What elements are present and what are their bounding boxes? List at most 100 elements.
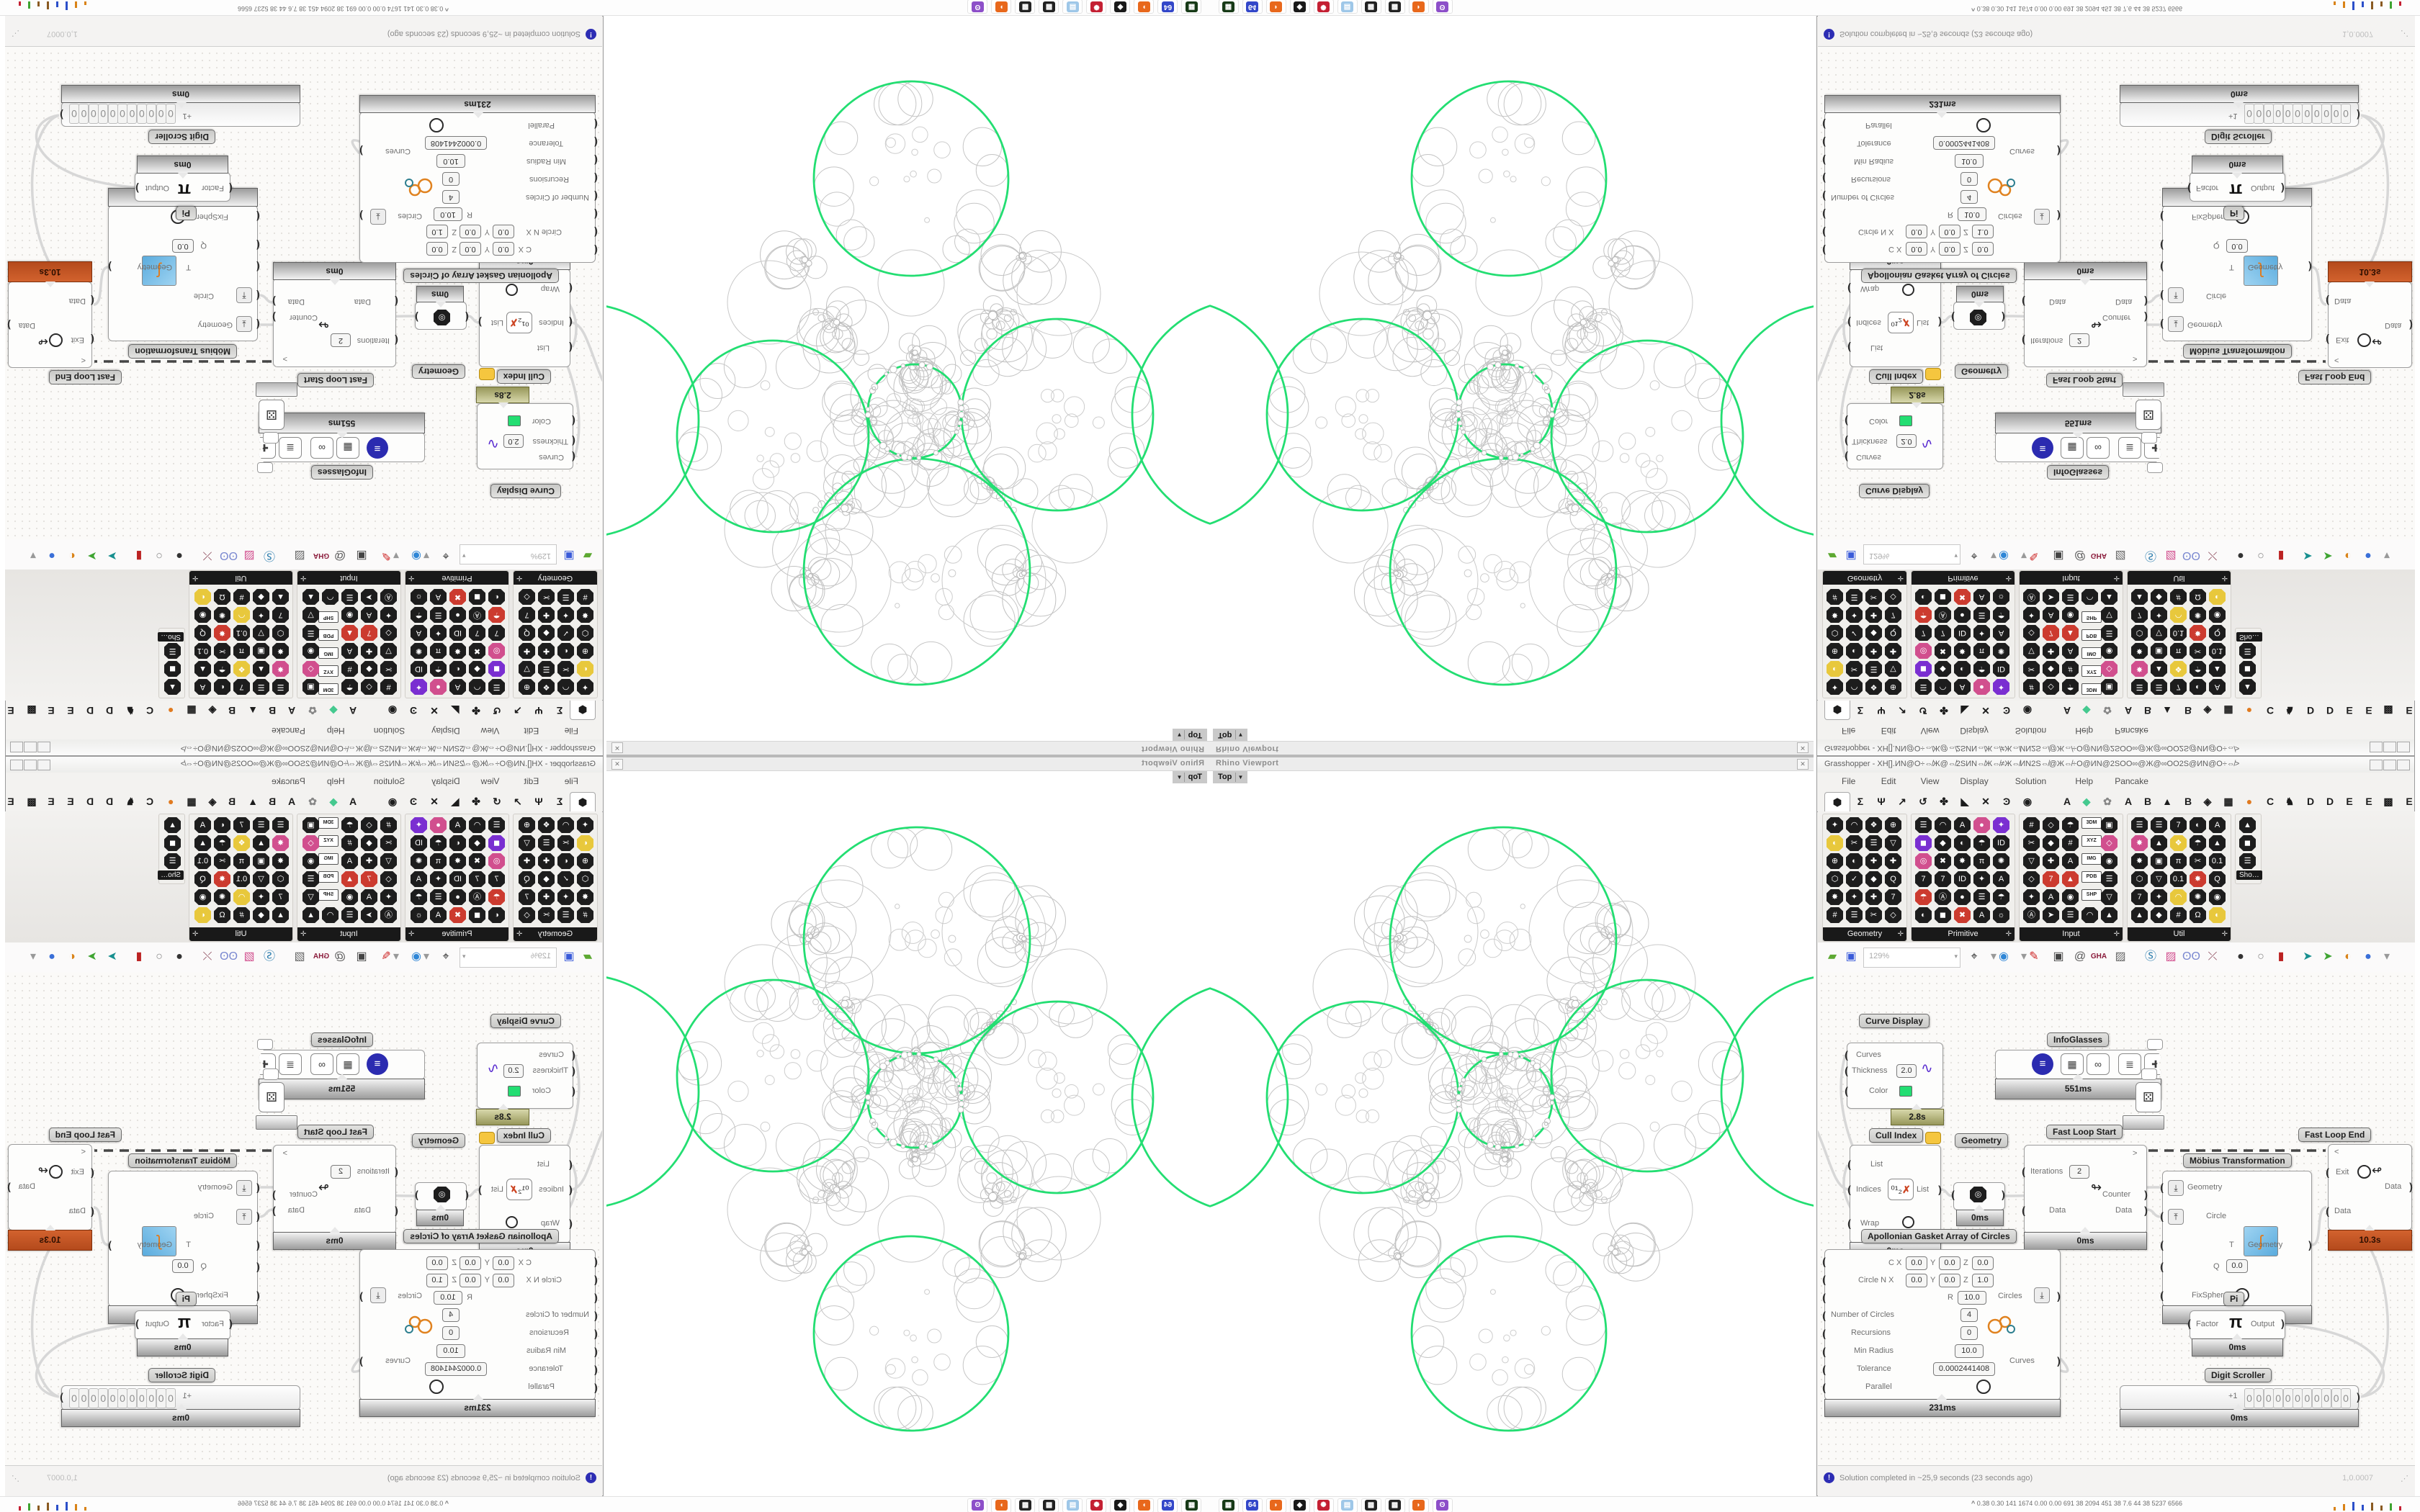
component-icon[interactable]: ✖: [1954, 907, 1971, 923]
component-icon[interactable]: ✚: [1865, 607, 1882, 623]
toolbar-icon-4[interactable]: ◉: [1999, 950, 2009, 963]
component-icon[interactable]: ☰: [1846, 589, 1863, 605]
toolbar-icon-17[interactable]: ▮: [2277, 950, 2285, 963]
output-grip[interactable]: ): [2056, 1355, 2063, 1368]
toolbar-icon-7[interactable]: ▣: [356, 950, 367, 963]
toolbar-icon-17[interactable]: ▮: [2277, 549, 2285, 562]
digit-4[interactable]: 0: [2282, 104, 2293, 124]
component-icon[interactable]: 0.1: [2170, 871, 2187, 887]
color-swatch[interactable]: [508, 415, 521, 426]
close-button[interactable]: [2397, 760, 2410, 770]
component-icon[interactable]: 7: [488, 871, 505, 887]
digit-4[interactable]: 0: [127, 1388, 138, 1408]
toolbar-icon-1[interactable]: ▣: [1845, 950, 1857, 963]
ribbon-tab-18[interactable]: ▦: [187, 796, 197, 807]
output-grip[interactable]: ): [413, 310, 420, 323]
ribbon-tab-26[interactable]: ▩: [27, 796, 37, 807]
ribbon-tab-7[interactable]: ✕: [430, 796, 439, 807]
maximize-button[interactable]: [2383, 742, 2396, 752]
fast-loop-end-component[interactable]: <(Exit ↫ Data)(Data: [6, 1144, 96, 1230]
input-grip[interactable]: (: [1846, 1158, 1853, 1171]
component-icon[interactable]: ◇: [361, 679, 377, 695]
component-icon[interactable]: ☂: [430, 835, 447, 851]
component-icon[interactable]: ◠: [469, 817, 485, 833]
component-icon[interactable]: ❖: [1865, 817, 1882, 833]
component-icon[interactable]: ◇: [2023, 871, 2040, 887]
component-icon[interactable]: 7: [2170, 679, 2187, 695]
ribbon-tab-12[interactable]: ✿: [2103, 705, 2112, 716]
component-icon[interactable]: ◆: [538, 871, 555, 887]
value-box[interactable]: 0.0: [493, 1274, 514, 1287]
input-grip[interactable]: (: [254, 1210, 261, 1223]
component-icon[interactable]: ☰: [1846, 907, 1863, 923]
resize-grip[interactable]: ⋰: [2401, 1475, 2409, 1483]
digit-4[interactable]: 0: [2282, 1388, 2293, 1408]
output-grip[interactable]: ): [2408, 1181, 2415, 1194]
input-grip[interactable]: (: [1843, 450, 1850, 463]
component-icon[interactable]: ☼: [1993, 907, 2009, 923]
component-icon[interactable]: ▽: [302, 607, 319, 623]
input-grip[interactable]: (: [570, 1085, 577, 1098]
component-icon[interactable]: ✦: [2023, 889, 2040, 905]
ribbon-tab-10[interactable]: A: [349, 705, 357, 716]
component-icon[interactable]: 0.1: [2170, 625, 2187, 641]
taskbar-app-firefox[interactable]: ◗: [1134, 1498, 1154, 1512]
toolbar-icon-10[interactable]: ▨: [2115, 549, 2126, 562]
ribbon-tab-11[interactable]: ◆: [2082, 705, 2091, 716]
toolbar-icon-0[interactable]: ▰: [583, 549, 593, 562]
component-icon[interactable]: Q: [194, 625, 211, 641]
value-box[interactable]: 0.0: [460, 225, 481, 238]
component-icon[interactable]: ☂: [2190, 661, 2206, 677]
input-grip[interactable]: (: [592, 189, 599, 202]
component-icon[interactable]: 7: [2043, 625, 2059, 641]
taskbar-app-owl[interactable]: ʘ: [967, 1498, 987, 1512]
component-icon[interactable]: ☰: [538, 661, 555, 677]
component-icon[interactable]: ◐: [577, 835, 593, 851]
curve-display-component[interactable]: (((Curves Thickness 2.0 Color ∿: [1843, 1043, 1943, 1109]
menu-help[interactable]: Help: [326, 726, 345, 736]
component-icon[interactable]: π: [2170, 643, 2187, 659]
ribbon-tab-2[interactable]: Ψ: [1877, 705, 1886, 716]
menu-edit[interactable]: Edit: [524, 726, 539, 736]
component-icon[interactable]: ☰: [488, 817, 505, 833]
ribbon-tab-21[interactable]: ♞: [2285, 796, 2295, 807]
ribbon-tab-8[interactable]: Ͽ: [2002, 796, 2011, 807]
ribbon-tab-5[interactable]: ✤: [1940, 705, 1948, 716]
value-box[interactable]: 2.0: [1896, 434, 1917, 448]
component-icon[interactable]: ✦: [1973, 625, 1990, 641]
menu-view[interactable]: View: [480, 726, 500, 736]
value-box[interactable]: 10.0: [434, 207, 462, 221]
toolbar-icon-4[interactable]: ◉: [411, 549, 421, 562]
taskbar-app-notes[interactable]: ▤: [1337, 0, 1358, 14]
toolbar-icon-1[interactable]: ▣: [563, 549, 575, 562]
component-icon[interactable]: ID: [1993, 835, 2009, 851]
component-icon[interactable]: ▽: [2101, 607, 2118, 623]
component-icon[interactable]: ✦: [430, 625, 447, 641]
close-button[interactable]: [10, 742, 23, 752]
toolbar-icon-18[interactable]: ➤: [2303, 549, 2313, 562]
component-icon[interactable]: ✦: [1827, 817, 1843, 833]
input-grip[interactable]: (: [2159, 260, 2166, 273]
component-icon[interactable]: ☰: [253, 679, 269, 695]
component-icon[interactable]: ✂: [538, 589, 555, 605]
mini-slider[interactable]: [2123, 382, 2164, 397]
curve-display-label[interactable]: Curve Display: [1859, 1014, 1930, 1028]
infoglasses-icon-0[interactable]: ▦: [336, 437, 359, 459]
component-icon[interactable]: Ⓐ: [469, 607, 485, 623]
taskbar-app-inkscape[interactable]: ◆: [1110, 1498, 1130, 1512]
component-icon[interactable]: ◉: [341, 607, 358, 623]
component-icon[interactable]: Ⓐ: [1935, 889, 1951, 905]
input-grip[interactable]: (: [1821, 1364, 1828, 1377]
pi-label[interactable]: Pi: [2223, 1292, 2245, 1306]
component-icon[interactable]: ✸: [1827, 889, 1843, 905]
ribbon-tab-16[interactable]: B: [2184, 705, 2192, 716]
menu-solution[interactable]: Solution: [2015, 726, 2047, 736]
input-grip[interactable]: (: [1821, 153, 1828, 166]
input-grip[interactable]: (: [592, 1364, 599, 1377]
output-grip[interactable]: ): [58, 1391, 65, 1404]
component-icon[interactable]: #: [2062, 661, 2079, 677]
taskbar-app-n64[interactable]: 64: [1242, 1498, 1263, 1512]
ribbon-tab-9[interactable]: ◉: [387, 796, 398, 807]
ribbon-tab-2[interactable]: Ψ: [534, 796, 543, 807]
ribbon-tab-27[interactable]: E: [2406, 705, 2413, 716]
